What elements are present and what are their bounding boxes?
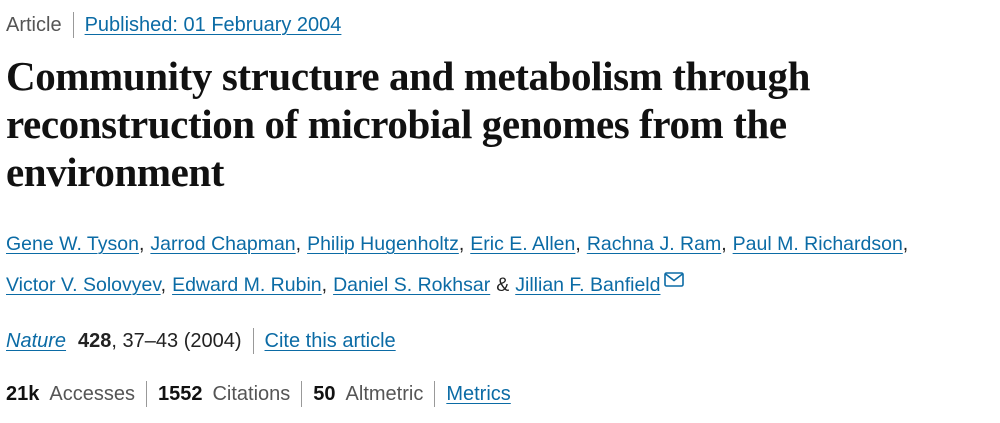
metric-label: Citations	[212, 382, 291, 405]
volume: 428	[78, 329, 112, 352]
metric-value: 1552	[157, 382, 203, 405]
author-link[interactable]: Edward M. Rubin	[172, 274, 322, 296]
email-icon[interactable]	[664, 272, 685, 287]
journal-link[interactable]: Nature	[6, 329, 67, 352]
divider	[72, 12, 74, 38]
author-link[interactable]: Victor V. Solovyev	[6, 274, 161, 296]
metric-value: 50	[313, 382, 336, 405]
author-separator: ,	[902, 233, 909, 255]
cite-link[interactable]: Cite this article	[264, 329, 396, 352]
author-separator: ,	[458, 233, 465, 255]
author-separator: ,	[321, 274, 328, 296]
author-link[interactable]: Daniel S. Rokhsar	[333, 274, 491, 296]
divider	[301, 381, 303, 407]
author-separator: ,	[721, 233, 727, 255]
author-link[interactable]: Gene W. Tyson	[6, 233, 139, 255]
author-list: Gene W. Tyson, Jarrod Chapman, Philip Huge…	[6, 224, 996, 306]
author-link[interactable]: Rachna J. Ram	[586, 233, 722, 255]
metric-label: Altmetric	[345, 382, 424, 405]
author-separator: &	[496, 274, 510, 296]
author-link[interactable]: Jillian F. Banfield	[515, 274, 661, 296]
author-separator: ,	[575, 233, 581, 255]
divider	[434, 381, 436, 407]
author-link[interactable]: Jarrod Chapman	[150, 233, 296, 255]
citation-details: , 37–43 (2004)	[111, 329, 242, 352]
article-type: Article	[6, 13, 62, 36]
author-link[interactable]: Philip Hugenholtz	[307, 233, 459, 255]
divider	[145, 381, 147, 407]
article-title: Community structure and metabolism throu…	[6, 53, 811, 195]
divider	[252, 328, 254, 354]
metrics-link[interactable]: Metrics	[446, 382, 511, 405]
published-date-link[interactable]: Published: 01 February 2004	[84, 13, 342, 36]
article-meta: Article Published: 01 February 2004	[6, 12, 341, 38]
metrics: 21k Accesses 1552 Citations 50 Altmetric Metri…	[6, 381, 511, 407]
metric-label: Accesses	[49, 382, 135, 405]
author-link[interactable]: Paul M. Richardson	[732, 233, 903, 255]
author-separator: ,	[138, 233, 145, 255]
citation: Nature 428 , 37–43 (2004) Cite this arti…	[6, 328, 396, 354]
author-separator: ,	[295, 233, 302, 255]
author-separator: ,	[160, 274, 167, 296]
author-link[interactable]: Eric E. Allen	[470, 233, 576, 255]
metric-value: 21k	[6, 382, 40, 405]
